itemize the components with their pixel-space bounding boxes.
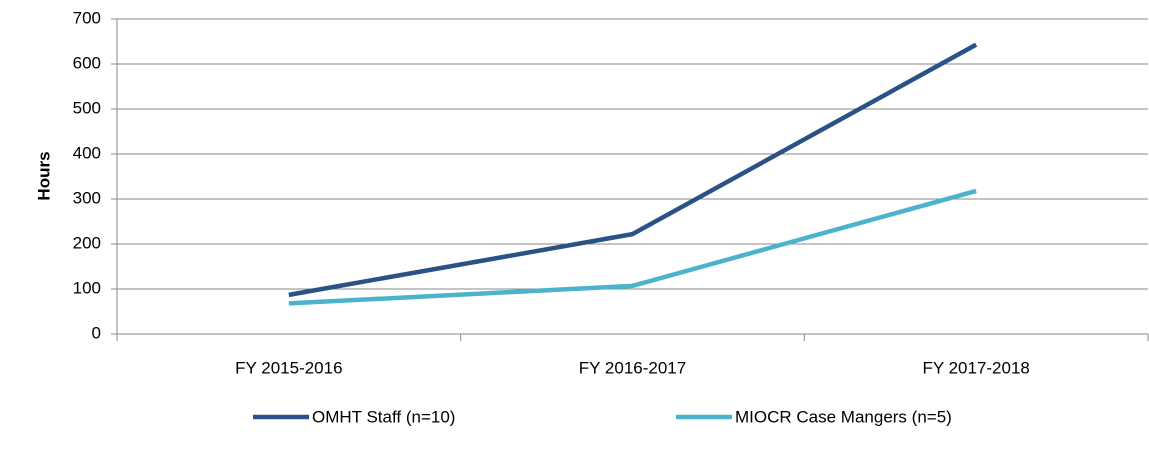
x-tick-label: FY 2017-2018 (922, 358, 1029, 377)
y-tick-label: 0 (92, 323, 101, 342)
y-tick-label: 600 (73, 53, 101, 72)
legend-label: MIOCR Case Mangers (n=5) (735, 407, 952, 426)
y-tick-label: 100 (73, 278, 101, 297)
series-line (288, 42, 978, 298)
y-tick-label: 500 (73, 98, 101, 117)
y-tick-label: 700 (73, 8, 101, 27)
y-tick-label: 300 (73, 188, 101, 207)
y-axis-label: Hours (34, 151, 53, 200)
series-line (288, 188, 977, 306)
legend-label: OMHT Staff (n=10) (312, 407, 455, 426)
x-tick-label: FY 2015-2016 (235, 358, 342, 377)
y-tick-label: 200 (73, 233, 101, 252)
x-tick-label: FY 2016-2017 (579, 358, 686, 377)
y-tick-label: 400 (73, 143, 101, 162)
